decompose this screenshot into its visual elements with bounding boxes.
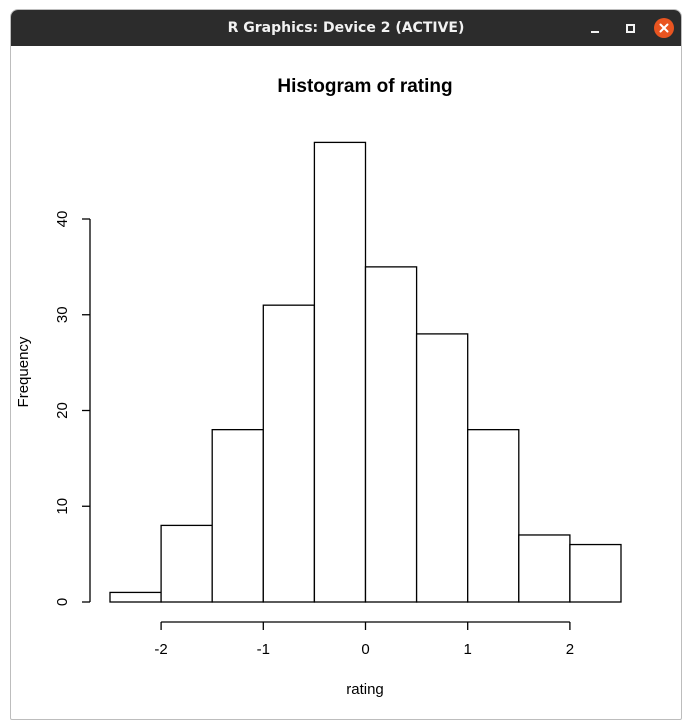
histogram-chart: Histogram of rating rating Frequency -2-… bbox=[15, 76, 622, 698]
close-icon[interactable] bbox=[654, 18, 674, 38]
x-tick-label: 2 bbox=[566, 641, 574, 658]
x-axis-label: rating bbox=[346, 681, 384, 698]
histogram-bar bbox=[415, 333, 469, 603]
y-axis: 0 10 20 30 40 bbox=[54, 211, 91, 606]
maximize-icon[interactable] bbox=[620, 18, 640, 38]
y-tick-label: 20 bbox=[54, 402, 71, 419]
x-tick-label: -1 bbox=[257, 641, 270, 658]
bars-group bbox=[109, 141, 622, 603]
y-tick-label: 40 bbox=[54, 211, 71, 228]
x-tick-label: -2 bbox=[154, 641, 167, 658]
title-bar[interactable]: R Graphics: Device 2 (ACTIVE) bbox=[11, 10, 681, 46]
plot-area: Histogram of rating rating Frequency -2-… bbox=[11, 46, 681, 719]
y-tick-label: 10 bbox=[54, 498, 71, 515]
histogram-bar bbox=[160, 524, 213, 603]
y-tick-label: 30 bbox=[54, 306, 71, 323]
x-tick-label: 1 bbox=[464, 641, 472, 658]
chart-title: Histogram of rating bbox=[277, 76, 452, 97]
y-tick-label: 0 bbox=[54, 598, 71, 606]
y-axis-label: Frequency bbox=[15, 336, 32, 407]
r-graphics-window: R Graphics: Device 2 (ACTIVE) Histogram … bbox=[10, 9, 682, 720]
histogram-bar bbox=[211, 428, 264, 603]
x-tick-label: 0 bbox=[361, 641, 369, 658]
window-title: R Graphics: Device 2 (ACTIVE) bbox=[227, 20, 465, 36]
histogram-bar bbox=[313, 141, 367, 603]
histogram-bar bbox=[467, 428, 520, 603]
histogram-bar bbox=[109, 591, 162, 603]
histogram-bar bbox=[364, 266, 418, 603]
histogram-bar bbox=[569, 543, 622, 603]
minimize-icon[interactable] bbox=[585, 18, 605, 38]
histogram-bar bbox=[518, 534, 571, 603]
x-axis: -2 -1 0 1 2 bbox=[154, 621, 574, 658]
histogram-bar bbox=[262, 304, 316, 603]
